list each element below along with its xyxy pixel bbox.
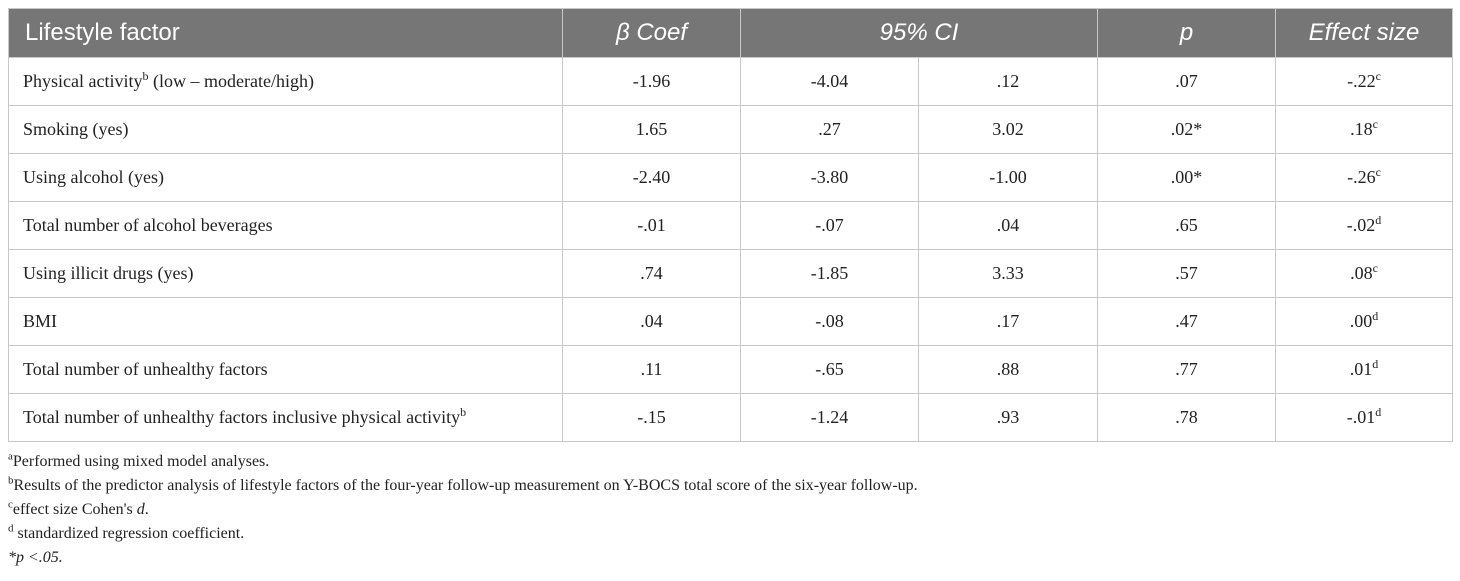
cell-ci-lower: -.07 bbox=[740, 201, 919, 250]
results-table-container: Lifestyle factor β Coef 95% CI p Effect … bbox=[8, 8, 1454, 570]
header-95-ci: 95% CI bbox=[739, 8, 1099, 58]
cell-effect-size: .08c bbox=[1275, 249, 1454, 298]
cell-lifestyle-factor: Using alcohol (yes) bbox=[8, 153, 563, 202]
cell-ci-lower: -1.24 bbox=[740, 393, 919, 442]
cell-ci-lower: .27 bbox=[740, 105, 919, 154]
cell-ci-lower: -.08 bbox=[740, 297, 919, 346]
cell-ci-upper: .17 bbox=[917, 297, 1099, 346]
table-header-row: Lifestyle factor β Coef 95% CI p Effect … bbox=[8, 8, 1454, 58]
table-row: Total number of unhealthy factors .11 -.65… bbox=[8, 345, 1454, 394]
footnote-d: d standardized regression coefficient. bbox=[8, 522, 245, 542]
table-row: Using alcohol (yes) -2.40 -3.80 -1.00.00* -.… bbox=[8, 153, 1454, 202]
cell-lifestyle-factor: BMI bbox=[8, 297, 563, 346]
cell-effect-size: .00d bbox=[1275, 297, 1454, 346]
cell-ci-upper: .04 bbox=[917, 201, 1099, 250]
significance-note: *p <.05. bbox=[8, 549, 63, 566]
cell-beta-coef: -.15 bbox=[562, 393, 741, 442]
footnote-b: bResults of the predictor analysis of li… bbox=[8, 474, 918, 494]
table-row: BMI .04 -.08.17.47.00d bbox=[8, 297, 1454, 346]
cell-lifestyle-factor: Total number of unhealthy factors bbox=[8, 345, 563, 394]
cell-lifestyle-factor: Total number of unhealthy factors inclus… bbox=[8, 393, 563, 442]
cell-ci-upper: .12 bbox=[917, 57, 1099, 106]
cell-p-value: .57 bbox=[1097, 249, 1277, 298]
table-row: Total number of alcohol beverages -.01 -.0… bbox=[8, 201, 1454, 250]
header-lifestyle-factor: Lifestyle factor bbox=[8, 8, 563, 58]
table-row: Total number of unhealthy factors inclus… bbox=[8, 393, 1454, 442]
cell-ci-upper: -1.00 bbox=[917, 153, 1099, 202]
footnote-c: ceffect size Cohen's d. bbox=[8, 498, 149, 518]
cell-ci-upper: 3.33 bbox=[917, 249, 1099, 298]
lifestyle-results-table: Lifestyle factor β Coef 95% CI p Effect … bbox=[8, 8, 1454, 442]
cell-beta-coef: -1.96 bbox=[562, 57, 741, 106]
table-row: Physical activityb (low – moderate/high)… bbox=[8, 57, 1454, 106]
cell-beta-coef: .74 bbox=[562, 249, 741, 298]
cell-ci-upper: 3.02 bbox=[917, 105, 1099, 154]
cell-effect-size: -.22c bbox=[1275, 57, 1454, 106]
cell-effect-size: -.26c bbox=[1275, 153, 1454, 202]
footnote-a: aPerformed using mixed model analyses. bbox=[8, 450, 270, 470]
cell-beta-coef: -2.40 bbox=[562, 153, 741, 202]
cell-ci-upper: .88 bbox=[917, 345, 1099, 394]
cell-beta-coef: .04 bbox=[562, 297, 741, 346]
cell-effect-size: -.01d bbox=[1275, 393, 1454, 442]
cell-p-value: .47 bbox=[1097, 297, 1277, 346]
cell-effect-size: -.02d bbox=[1275, 201, 1454, 250]
cell-ci-lower: -3.80 bbox=[740, 153, 919, 202]
header-p: p bbox=[1097, 8, 1277, 58]
cell-p-value: .00* bbox=[1097, 153, 1277, 202]
cell-p-value: .77 bbox=[1097, 345, 1277, 394]
cell-lifestyle-factor: Physical activityb (low – moderate/high) bbox=[8, 57, 563, 106]
cell-effect-size: .01d bbox=[1275, 345, 1454, 394]
cell-ci-lower: -4.04 bbox=[740, 57, 919, 106]
cell-lifestyle-factor: Using illicit drugs (yes) bbox=[8, 249, 563, 298]
table-row: Smoking (yes) 1.65.27 3.02.02* .18c bbox=[8, 105, 1454, 154]
cell-p-value: .02* bbox=[1097, 105, 1277, 154]
table-row: Using illicit drugs (yes) .74 -1.85 3.33.57… bbox=[8, 249, 1454, 298]
cell-beta-coef: 1.65 bbox=[562, 105, 741, 154]
header-beta-coef: β Coef bbox=[562, 8, 741, 58]
header-effect-size: Effect size bbox=[1275, 8, 1454, 58]
cell-lifestyle-factor: Smoking (yes) bbox=[8, 105, 563, 154]
cell-ci-lower: -.65 bbox=[740, 345, 919, 394]
table-footnotes: aPerformed using mixed model analyses. b… bbox=[8, 450, 1452, 570]
cell-p-value: .07 bbox=[1097, 57, 1277, 106]
cell-effect-size: .18c bbox=[1275, 105, 1454, 154]
cell-ci-upper: .93 bbox=[917, 393, 1099, 442]
cell-p-value: .78 bbox=[1097, 393, 1277, 442]
cell-ci-lower: -1.85 bbox=[740, 249, 919, 298]
cell-beta-coef: -.01 bbox=[562, 201, 741, 250]
cell-lifestyle-factor: Total number of alcohol beverages bbox=[8, 201, 563, 250]
cell-p-value: .65 bbox=[1097, 201, 1277, 250]
cell-beta-coef: .11 bbox=[562, 345, 741, 394]
